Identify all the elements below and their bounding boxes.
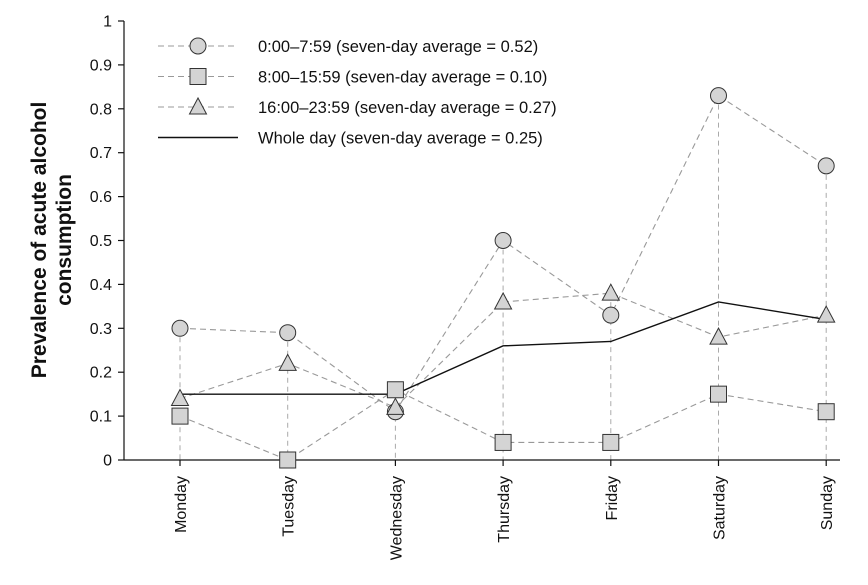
x-tick-label-thursday: Thursday bbox=[496, 476, 513, 543]
data-point-circle-thursday bbox=[494, 232, 512, 249]
data-point-circle-tuesday bbox=[279, 324, 297, 342]
data-point-circle-saturday bbox=[710, 87, 727, 105]
y-tick-label: 1 bbox=[103, 14, 112, 31]
data-point-square-thursday bbox=[494, 433, 512, 451]
data-point-triangle-sunday bbox=[816, 305, 836, 323]
data-point-triangle-wednesday bbox=[386, 397, 405, 415]
legend-marker-circle bbox=[189, 37, 207, 55]
data-point-square-sunday bbox=[817, 403, 835, 421]
x-tick-label-sunday: Sunday bbox=[819, 476, 836, 530]
x-tick-label-monday: Monday bbox=[173, 476, 190, 533]
y-tick-label: 0.6 bbox=[90, 189, 112, 206]
y-tick-label: 0.8 bbox=[90, 101, 112, 118]
y-tick-label: 0.4 bbox=[90, 277, 112, 294]
y-tick-label: 0.1 bbox=[90, 409, 112, 426]
x-tick-label-friday: Friday bbox=[604, 476, 621, 520]
data-point-triangle-saturday bbox=[709, 327, 728, 345]
y-axis-title-line1: Prevalence of acute alcohol bbox=[28, 102, 51, 379]
drop-lines bbox=[179, 95, 827, 460]
y-axis-title-line2: consumption bbox=[53, 174, 76, 306]
legend-label-2: 16:00–23:59 (seven-day average = 0.27) bbox=[258, 99, 557, 117]
y-tick-label: 0 bbox=[103, 453, 112, 470]
data-point-triangle-monday bbox=[170, 388, 190, 407]
y-tick-label: 0.7 bbox=[90, 145, 112, 162]
legend-marker-triangle bbox=[188, 96, 208, 115]
data-point-square-monday bbox=[171, 407, 189, 425]
data-point-square-saturday bbox=[710, 385, 727, 403]
data-point-square-wednesday bbox=[386, 381, 404, 399]
series-line-3 bbox=[180, 301, 827, 395]
series-layer bbox=[170, 87, 836, 469]
legend-label-3: Whole day (seven-day average = 0.25) bbox=[258, 130, 543, 148]
x-tick-label-saturday: Saturday bbox=[712, 476, 729, 540]
data-point-square-friday bbox=[602, 433, 620, 451]
legend-label-1: 8:00–15:59 (seven-day average = 0.10) bbox=[258, 69, 547, 87]
y-tick-label: 0.2 bbox=[90, 365, 112, 382]
legend: 0:00–7:59 (seven-day average = 0.52) 8:00… bbox=[158, 37, 557, 148]
y-tick-label: 0.9 bbox=[90, 57, 112, 74]
legend-marker-square bbox=[189, 68, 207, 85]
data-point-triangle-friday bbox=[601, 283, 621, 301]
x-tick-label-tuesday: Tuesday bbox=[281, 476, 298, 537]
data-point-circle-sunday bbox=[817, 157, 835, 175]
data-point-circle-friday bbox=[602, 306, 620, 324]
data-point-circle-monday bbox=[171, 319, 189, 337]
y-tick-label: 0.3 bbox=[90, 321, 112, 338]
data-point-triangle-tuesday bbox=[278, 353, 298, 371]
data-point-triangle-thursday bbox=[493, 291, 513, 310]
x-tick-label-wednesday: Wednesday bbox=[388, 476, 405, 560]
y-tick-label: 0.5 bbox=[90, 233, 112, 250]
axes: 0 0.1 0.2 0.3 0.4 0.5 0.6 0.7 0.8 0.9 1 Monday Tuesd… bbox=[90, 14, 840, 560]
data-point-square-tuesday bbox=[279, 451, 297, 469]
legend-label-0: 0:00–7:59 (seven-day average = 0.52) bbox=[258, 38, 538, 56]
